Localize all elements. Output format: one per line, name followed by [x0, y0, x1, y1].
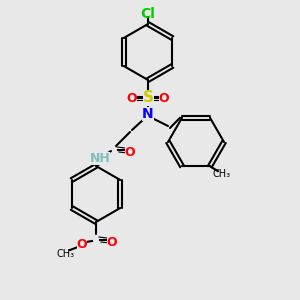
Text: CH₃: CH₃ [213, 169, 231, 179]
Text: N: N [142, 107, 154, 121]
Text: O: O [125, 146, 135, 158]
Text: Cl: Cl [141, 7, 155, 21]
Text: O: O [159, 92, 169, 104]
Text: CH₃: CH₃ [57, 249, 75, 259]
Text: S: S [142, 91, 154, 106]
Text: O: O [127, 92, 137, 104]
Text: O: O [77, 238, 87, 250]
Text: O: O [107, 236, 117, 248]
Text: NH: NH [90, 152, 110, 164]
